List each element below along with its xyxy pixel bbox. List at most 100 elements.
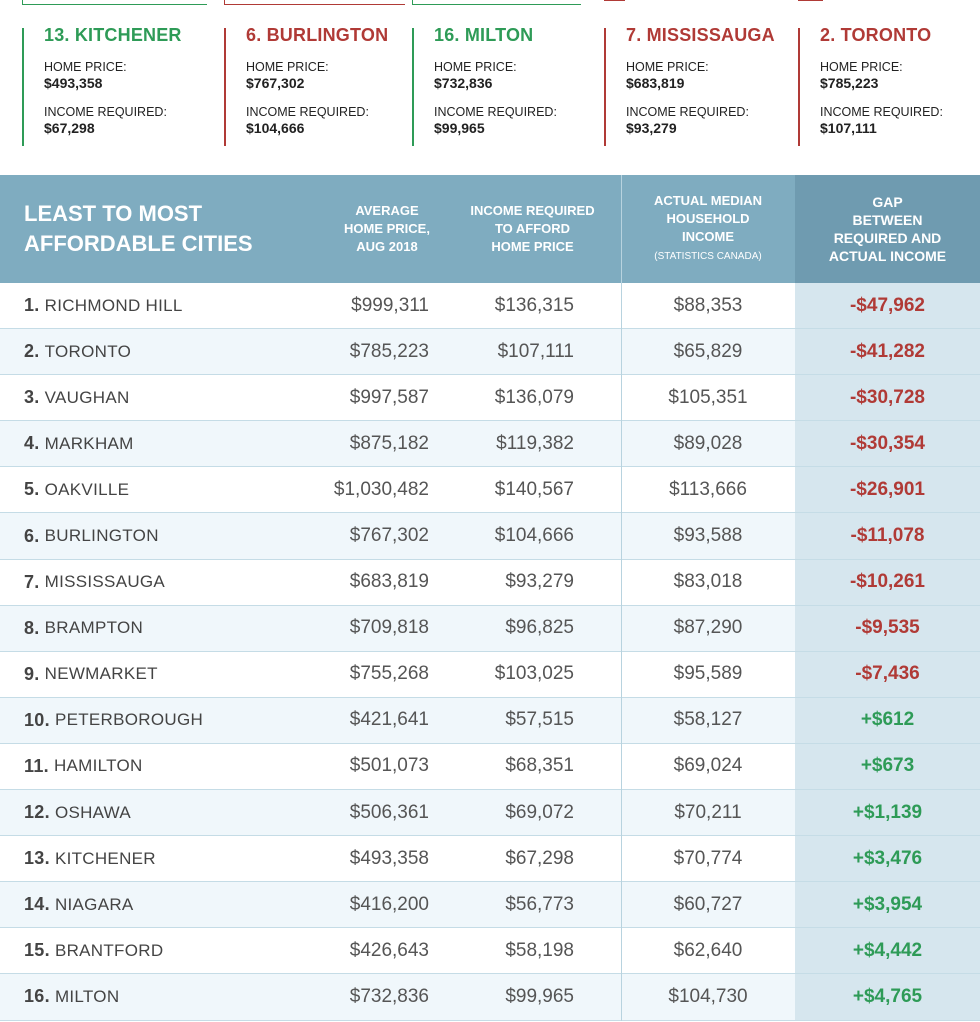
income-required-value: $93,279 — [626, 120, 677, 136]
table-row: 9. NEWMARKET $755,268 $103,025 $95,589 -$… — [0, 651, 980, 698]
rank: 15. — [24, 940, 50, 961]
gap-cell: -$30,728 — [795, 375, 980, 421]
city-name: OSHAWA — [54, 802, 132, 822]
card-title: 6. BURLINGTON — [246, 25, 389, 45]
table-row: 1. RICHMOND HILL $999,311 $136,315 $88,35… — [0, 283, 980, 330]
header-text: INCOME REQUIRED — [470, 203, 595, 218]
actual-income-cell: $87,290 — [673, 617, 743, 639]
city-name: KITCHENER — [54, 848, 156, 868]
home-price-cell: $999,311 — [351, 294, 429, 316]
home-price-cell: $732,836 — [349, 985, 429, 1007]
table-row: 3. VAUGHAN $997,587 $136,079 $105,351 -$3… — [0, 375, 980, 422]
card-title: 7. MISSISSAUGA — [626, 25, 775, 45]
city-name: MILTON — [54, 986, 120, 1006]
card-title: 2. TORONTO — [820, 25, 932, 45]
rank: 12. — [24, 802, 50, 823]
home-price-value: $683,819 — [626, 75, 685, 91]
city-cell: 1. RICHMOND HILL — [24, 283, 183, 328]
income-required-label: INCOME REQUIRED: — [246, 105, 369, 119]
city-name: MISSISSAUGA — [44, 572, 166, 592]
rank: 13. — [24, 848, 50, 869]
income-required-cell: $57,515 — [505, 709, 574, 731]
header-text: BETWEEN — [852, 212, 923, 228]
actual-income-cell: $105,351 — [668, 386, 748, 408]
rank: 11. — [24, 755, 49, 776]
header-text: ACTUAL INCOME — [828, 248, 947, 264]
gap-cell: -$47,962 — [795, 283, 980, 329]
gap-cell: -$10,261 — [795, 559, 980, 605]
income-required-cell: $58,198 — [505, 939, 574, 961]
card-accent-line — [412, 28, 414, 146]
card-title: 13. KITCHENER — [44, 25, 182, 45]
header-text: HOUSEHOLD — [666, 211, 750, 226]
table-row: 2. TORONTO $785,223 $107,111 $65,829 -$41… — [0, 329, 980, 376]
rank: 2. — [24, 341, 40, 362]
card-connector-line — [22, 0, 207, 5]
actual-income-cell: $69,024 — [673, 755, 743, 777]
city-name: OAKVILLE — [44, 479, 130, 499]
header-price: AVERAGE HOME PRICE, AUG 2018 — [330, 175, 444, 283]
actual-income-cell: $93,588 — [673, 525, 743, 547]
city-cell: 3. VAUGHAN — [24, 375, 130, 420]
income-required-cell: $99,965 — [505, 985, 574, 1007]
home-price-label: HOME PRICE: — [626, 60, 709, 74]
city-cell: 5. OAKVILLE — [24, 467, 129, 512]
actual-income-cell: $83,018 — [673, 571, 743, 593]
header-text: ACTUAL MEDIAN — [653, 193, 763, 208]
actual-income-cell: $95,589 — [673, 663, 743, 685]
income-required-cell: $136,315 — [494, 294, 574, 316]
city-cell: 13. KITCHENER — [24, 836, 156, 881]
income-required-cell: $68,351 — [505, 755, 574, 777]
city-card: 2. TORONTO HOME PRICE: $785,223 INCOME R… — [798, 0, 980, 146]
actual-income-cell: $70,774 — [673, 847, 743, 869]
card-title: 16. MILTON — [434, 25, 534, 45]
gap-cell: +$3,476 — [795, 836, 980, 882]
table-row: 6. BURLINGTON $767,302 $104,666 $93,588 -… — [0, 513, 980, 560]
home-price-value: $732,836 — [434, 75, 493, 91]
income-required-cell: $103,025 — [494, 663, 574, 685]
home-price-cell: $709,818 — [349, 617, 429, 639]
card-connector-line — [224, 0, 405, 5]
gap-cell: -$9,535 — [795, 605, 980, 651]
rank: 6. — [24, 525, 40, 546]
header-text: AUG 2018 — [356, 239, 418, 254]
city-cell: 9. NEWMARKET — [24, 652, 158, 697]
rank: 16. — [24, 986, 50, 1007]
income-required-cell: $136,079 — [494, 386, 574, 408]
column-divider — [621, 175, 622, 283]
home-price-value: $785,223 — [820, 75, 879, 91]
rank: 4. — [24, 433, 40, 454]
gap-cell: -$7,436 — [795, 651, 980, 697]
home-price-cell: $1,030,482 — [333, 478, 429, 500]
city-cell: 7. MISSISSAUGA — [24, 560, 165, 605]
income-required-cell: $56,773 — [505, 893, 574, 915]
city-name: BRAMPTON — [44, 618, 144, 638]
income-required-label: INCOME REQUIRED: — [44, 105, 167, 119]
card-accent-line — [224, 28, 226, 146]
gap-cell: +$612 — [795, 697, 980, 743]
home-price-cell: $755,268 — [349, 663, 429, 685]
home-price-cell: $506,361 — [349, 801, 429, 823]
income-required-cell: $69,072 — [505, 801, 574, 823]
home-price-label: HOME PRICE: — [820, 60, 903, 74]
header-text: LEAST TO MOST — [24, 201, 203, 226]
home-price-cell: $501,073 — [349, 755, 429, 777]
column-divider — [621, 283, 622, 1021]
income-required-value: $67,298 — [44, 120, 95, 136]
income-required-cell: $93,279 — [505, 571, 574, 593]
income-required-cell: $96,825 — [505, 617, 574, 639]
home-price-value: $493,358 — [44, 75, 103, 91]
city-name: PETERBOROUGH — [54, 710, 204, 730]
header-gap: GAP BETWEEN REQUIRED AND ACTUAL INCOME — [795, 175, 980, 283]
actual-income-cell: $88,353 — [673, 294, 743, 316]
gap-cell: -$26,901 — [795, 467, 980, 513]
income-required-cell: $107,111 — [497, 340, 574, 362]
city-card: 6. BURLINGTON HOME PRICE: $767,302 INCOM… — [224, 0, 414, 146]
city-name: BRANTFORD — [54, 940, 164, 960]
city-cell: 2. TORONTO — [24, 329, 131, 374]
actual-income-cell: $65,829 — [673, 340, 743, 362]
table-row: 5. OAKVILLE $1,030,482 $140,567 $113,666 … — [0, 467, 980, 514]
table-row: 11. HAMILTON $501,073 $68,351 $69,024 +$6… — [0, 743, 980, 791]
city-cell: 12. OSHAWA — [24, 790, 131, 835]
gap-cell: +$1,139 — [795, 790, 980, 836]
